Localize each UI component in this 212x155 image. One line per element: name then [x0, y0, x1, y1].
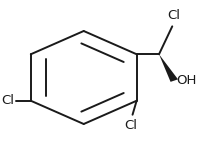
Text: Cl: Cl — [124, 119, 137, 132]
Polygon shape — [159, 54, 178, 82]
Text: Cl: Cl — [1, 94, 14, 107]
Text: Cl: Cl — [167, 9, 180, 22]
Text: OH: OH — [176, 74, 197, 87]
